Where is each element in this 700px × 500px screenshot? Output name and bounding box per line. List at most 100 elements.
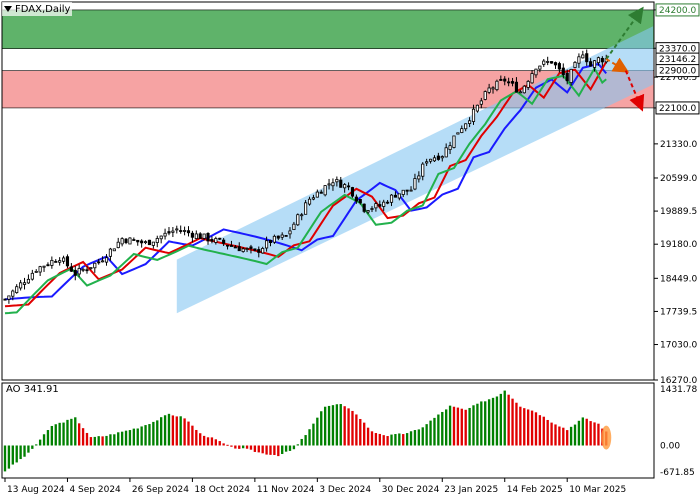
ao-bar <box>581 417 584 446</box>
price-label-text: 22900.0 <box>659 67 696 77</box>
candle-body <box>288 230 292 235</box>
ao-bar <box>78 423 81 446</box>
candle <box>483 90 487 101</box>
candle <box>452 135 456 149</box>
ao-bar <box>409 431 413 446</box>
candle <box>323 185 327 197</box>
ao-title: AO 341.91 <box>6 384 59 395</box>
forecast-arrow <box>605 6 644 60</box>
ao-bar <box>320 411 323 446</box>
candle <box>370 206 374 213</box>
candle <box>378 200 382 208</box>
candle-body <box>428 158 433 162</box>
candle-body <box>253 248 257 251</box>
ao-bar <box>113 434 116 446</box>
ao-bar <box>464 409 467 446</box>
ao-bar <box>460 408 463 446</box>
candle-body <box>155 238 159 243</box>
ao-bar <box>7 445 11 469</box>
ao-bar <box>74 417 77 446</box>
candle-body <box>186 230 191 234</box>
candle <box>550 61 554 64</box>
candle <box>140 239 144 248</box>
ao-bar <box>89 437 93 446</box>
candle-body <box>132 239 136 241</box>
candle-body <box>569 68 573 83</box>
candle <box>553 61 558 69</box>
ao-bar <box>316 417 319 446</box>
candle <box>292 221 296 231</box>
candle-body <box>327 183 331 186</box>
ao-bar <box>405 433 409 446</box>
price-label-box <box>655 101 700 115</box>
candle-body <box>362 203 366 212</box>
candle <box>522 84 526 94</box>
ao-bar <box>441 411 444 446</box>
ao-bar <box>335 404 339 446</box>
candle-body <box>600 57 604 63</box>
price-label-box <box>655 64 700 78</box>
candle <box>225 244 230 250</box>
candle <box>30 269 34 281</box>
candle <box>425 158 429 167</box>
candle <box>218 237 222 240</box>
candle <box>202 233 206 241</box>
candle <box>69 263 73 272</box>
ao-bar <box>585 418 588 446</box>
candle <box>147 239 152 246</box>
ao-bar <box>120 431 124 446</box>
candle-body <box>421 163 425 177</box>
candle-body <box>58 260 62 263</box>
candle <box>155 235 159 248</box>
candle-body <box>104 257 109 263</box>
ao-bar <box>97 436 100 446</box>
candle <box>565 69 569 85</box>
candle <box>389 194 394 207</box>
candle-body <box>573 61 577 68</box>
candle <box>245 247 249 253</box>
ao-bar <box>218 441 221 446</box>
candle-body <box>366 210 370 213</box>
candle <box>284 234 288 237</box>
price-tick-label: 22760.5 <box>660 73 697 83</box>
candle <box>382 199 386 211</box>
ao-bar <box>312 423 315 446</box>
candle <box>538 65 542 73</box>
candle-body <box>112 248 116 252</box>
candle <box>46 262 50 267</box>
symbol-title: FDAX,Daily <box>2 2 73 16</box>
ao-bar <box>589 421 592 446</box>
ao-bar <box>468 407 471 446</box>
candle-body <box>22 282 27 285</box>
price-tick-label: 20599.0 <box>660 174 697 184</box>
ao-bar <box>542 416 545 446</box>
candle-body <box>30 272 34 280</box>
candlesticks <box>3 49 608 304</box>
candle <box>179 225 183 234</box>
candle-body <box>596 57 601 63</box>
ao-highlight <box>601 425 612 450</box>
ao-bar <box>327 405 331 446</box>
ao-bar <box>245 445 249 449</box>
candle <box>58 257 62 266</box>
ao-bar <box>179 416 182 446</box>
candle <box>38 265 42 276</box>
candle <box>116 237 120 249</box>
candle-body <box>440 156 444 159</box>
candle <box>479 97 483 109</box>
ao-bar <box>175 416 178 446</box>
candle-body <box>448 145 452 150</box>
candle <box>311 194 316 201</box>
ao-bar <box>331 405 335 446</box>
candle-body <box>280 234 284 238</box>
ao-bar <box>159 417 163 446</box>
candle-body <box>147 239 152 246</box>
candle <box>460 125 464 134</box>
candle-body <box>530 73 534 84</box>
candle <box>315 189 319 198</box>
ao-bar <box>156 420 159 446</box>
ao-bar <box>148 424 151 446</box>
candle-body <box>304 202 308 215</box>
ao-bar <box>343 406 346 446</box>
candle-body <box>522 85 526 94</box>
